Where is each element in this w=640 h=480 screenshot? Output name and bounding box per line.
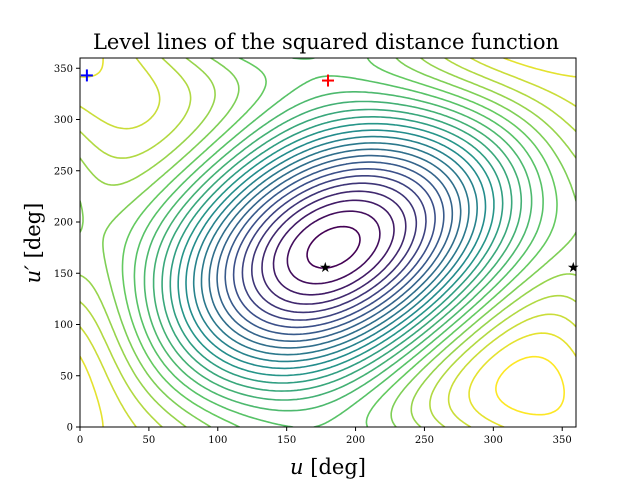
saddle-marker-1: ★: [319, 260, 332, 276]
contour-level-line: [80, 58, 576, 427]
y-tick-label: 150: [54, 269, 73, 280]
min-marker: [80, 69, 93, 82]
contour-level-line: [208, 148, 462, 349]
contour-level-line: [133, 58, 544, 427]
special-points: ★ ★: [80, 69, 580, 276]
contour-level-line: [192, 135, 478, 363]
contour-level-line: [272, 199, 395, 296]
x-tick-label: 300: [484, 435, 503, 446]
contour-level-line: [161, 108, 513, 392]
contour-level-line: [80, 58, 576, 427]
x-tick-label: 200: [346, 435, 365, 446]
contour-level-line: [177, 122, 495, 377]
y-tick-label: 300: [54, 115, 73, 126]
y-tick-label: 200: [54, 218, 73, 229]
plot-frame: [79, 57, 577, 428]
contour-level-line: [224, 161, 445, 336]
x-tick-label: 250: [415, 435, 434, 446]
contour-level-line: [169, 116, 504, 384]
contour-level-line: [261, 190, 407, 305]
saddle-marker-2: ★: [567, 260, 580, 276]
contour-level-line: [216, 154, 454, 342]
contour-level-line: [121, 58, 558, 427]
y-axis-ticks: 0 50 100 150 200 250 300 350: [54, 64, 80, 434]
contour-level-line: [80, 58, 576, 427]
contour-level-line: [241, 175, 427, 321]
contour-level-line: [495, 355, 565, 416]
contour-level-line: [185, 129, 487, 370]
x-tick-label: 100: [208, 435, 227, 446]
x-axis-title: u [deg]: [290, 455, 366, 479]
x-axis-ticks: 0 50 100 150 200 250 300 350: [77, 427, 572, 446]
contour-level-line: [143, 91, 533, 412]
y-tick-label: 350: [54, 64, 73, 75]
contour-level-line: [306, 225, 361, 269]
y-tick-label: 0: [67, 423, 73, 434]
contour-level-line: [200, 142, 470, 356]
y-tick-label: 50: [60, 371, 73, 382]
contour-level-line: [232, 168, 436, 329]
y-axis-title: u′ [deg]: [21, 203, 45, 284]
contour-level-line: [152, 100, 523, 401]
contour-level-line: [251, 182, 418, 314]
max-marker: [322, 74, 334, 87]
x-tick-label: 0: [77, 435, 83, 446]
chart-title: Level lines of the squared distance func…: [93, 30, 559, 54]
contour-level-line: [80, 58, 576, 427]
contour-lines: [80, 58, 576, 427]
y-tick-label: 250: [54, 166, 73, 177]
x-tick-label: 150: [277, 435, 296, 446]
contour-level-line: [286, 210, 381, 285]
x-tick-label: 350: [553, 435, 572, 446]
y-tick-label: 100: [54, 320, 73, 331]
x-tick-label: 50: [143, 435, 156, 446]
